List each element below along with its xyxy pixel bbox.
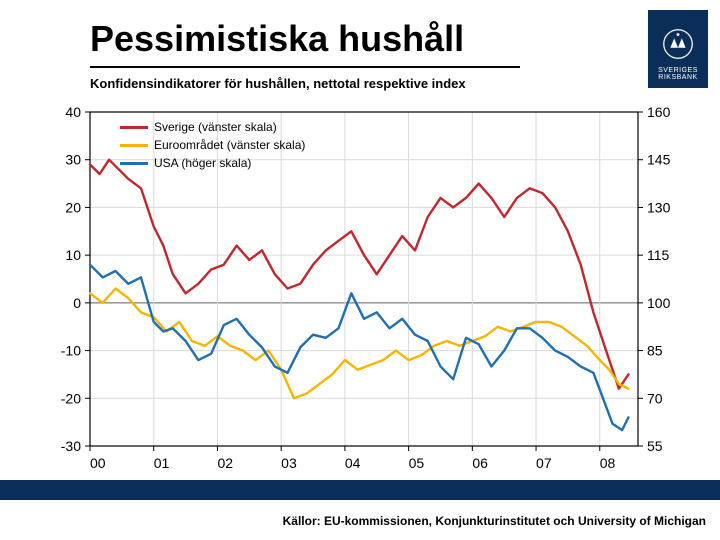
svg-text:130: 130 [647,199,671,215]
svg-text:160: 160 [647,104,671,120]
sources-text: Källor: EU-kommissionen, Konjunkturinsti… [283,514,706,528]
legend-swatch [120,144,148,147]
svg-text:-20: -20 [61,390,81,406]
svg-text:04: 04 [345,455,361,471]
svg-text:00: 00 [90,455,106,471]
logo-text: SVERIGES RIKSBANK [648,67,708,82]
svg-text:40: 40 [65,104,81,120]
svg-text:01: 01 [154,455,170,471]
title-underline [90,66,520,68]
svg-text:145: 145 [647,152,671,168]
legend-item: Sverige (vänster skala) [120,120,305,134]
crown-icon [659,25,697,63]
svg-text:07: 07 [536,455,552,471]
svg-text:30: 30 [65,152,81,168]
svg-text:70: 70 [647,390,663,406]
chart-legend: Sverige (vänster skala) Euroområdet (väns… [120,120,305,174]
svg-text:100: 100 [647,295,671,311]
legend-swatch [120,126,148,129]
legend-label: Sverige (vänster skala) [154,120,277,134]
page-title: Pessimistiska hushåll [90,18,464,60]
svg-text:55: 55 [647,438,663,454]
svg-text:115: 115 [647,247,670,263]
legend-item: USA (höger skala) [120,156,305,170]
legend-item: Euroområdet (vänster skala) [120,138,305,152]
svg-text:20: 20 [65,199,81,215]
svg-text:85: 85 [647,343,663,359]
subtitle: Konfidensindikatorer för hushållen, nett… [90,76,466,91]
legend-swatch [120,162,148,165]
svg-text:02: 02 [217,455,233,471]
svg-text:03: 03 [281,455,297,471]
legend-label: USA (höger skala) [154,156,251,170]
svg-text:-10: -10 [61,343,81,359]
svg-text:06: 06 [472,455,488,471]
svg-text:0: 0 [73,295,81,311]
svg-text:10: 10 [65,247,81,263]
svg-text:05: 05 [409,455,425,471]
riksbank-logo: SVERIGES RIKSBANK [648,10,708,88]
svg-text:-30: -30 [61,438,81,454]
footer-bar [0,480,720,500]
svg-text:08: 08 [600,455,616,471]
legend-label: Euroområdet (vänster skala) [154,138,305,152]
